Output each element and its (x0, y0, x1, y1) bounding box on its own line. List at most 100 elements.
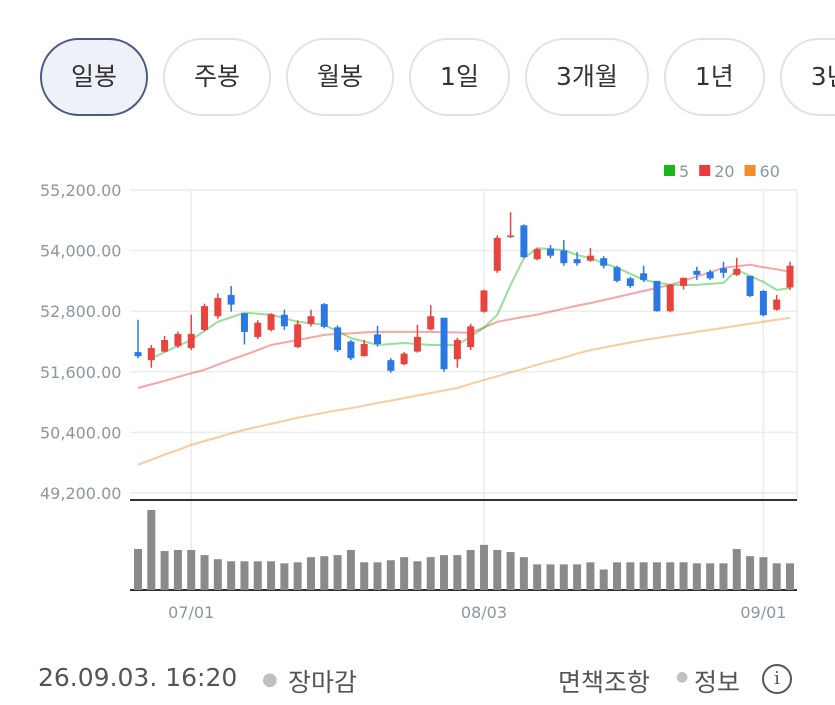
candle-body (254, 322, 262, 337)
candle-body (174, 333, 182, 347)
volume-bar (466, 550, 475, 590)
volume-bar (253, 561, 262, 590)
candle-body (413, 336, 421, 352)
candle-body (374, 334, 382, 345)
x-tick-label: 08/03 (461, 603, 507, 622)
candle-body (586, 255, 594, 261)
volume-bar (134, 548, 142, 590)
disclaimer-link[interactable]: 면책조항 (558, 668, 651, 697)
volume-bar (559, 564, 568, 590)
legend-label: 60 (760, 162, 780, 181)
volume-bar (679, 562, 688, 590)
volume-bar (386, 560, 395, 590)
legend-label: 20 (714, 162, 734, 181)
info-icon[interactable]: i (762, 664, 792, 694)
moving-average-line (137, 263, 791, 389)
candle-body (786, 265, 794, 288)
volume-bar (280, 563, 289, 590)
candle-body (613, 267, 621, 281)
y-tick-label: 54,000.00 (40, 242, 121, 261)
candle-body (467, 326, 475, 348)
candle-body (666, 284, 674, 312)
period-tab[interactable]: 1년 (663, 38, 765, 116)
volume-bar (333, 555, 342, 590)
period-tab[interactable]: 1일 (409, 38, 510, 116)
volume-bar (187, 550, 196, 590)
candle-body (227, 295, 235, 305)
legend: 5 20 60 (664, 162, 780, 181)
timestamp: 26.09.03. 16:20 (38, 663, 238, 692)
candle-body (240, 313, 248, 332)
volume-bar (746, 556, 755, 590)
candle-body (733, 268, 741, 275)
period-tab[interactable]: 월봉 (286, 38, 395, 116)
volume-bar (306, 557, 315, 590)
chart: 49,200.00 50,400.00 51,600.00 52,800.00 54,0… (40, 162, 798, 622)
candle-body (600, 258, 608, 266)
volume-bar (453, 555, 462, 590)
volume-bar (479, 544, 488, 590)
candle-body (280, 314, 288, 327)
candle-body (759, 291, 767, 316)
y-tick-label: 55,200.00 (40, 181, 121, 200)
candle-body (493, 237, 501, 271)
volume-bar (346, 550, 355, 590)
y-tick-label: 51,600.00 (40, 363, 121, 382)
candle-body (334, 327, 342, 351)
volume-bar (147, 510, 156, 590)
volume-bar (200, 555, 209, 590)
candle-body (453, 339, 461, 360)
candle-body (147, 348, 155, 361)
volume-bar (160, 551, 169, 590)
volume-bar (173, 550, 182, 590)
period-tab[interactable]: 일봉 (40, 38, 149, 116)
volume-bar (213, 559, 222, 590)
candle-body (347, 341, 355, 359)
volume-bar (320, 556, 329, 590)
volume-bar (227, 561, 236, 590)
candle-body (533, 249, 541, 260)
candle-body (773, 299, 781, 310)
candle-body (161, 339, 169, 352)
volume-bar (413, 561, 422, 590)
volume-bar (493, 550, 502, 590)
period-tab[interactable]: 주봉 (163, 38, 272, 116)
candle-body (294, 324, 302, 348)
volume-bar (706, 563, 715, 590)
candle-body (187, 333, 195, 349)
volume-bar (692, 563, 701, 590)
candle-body (573, 259, 581, 264)
volume-bar (786, 563, 794, 590)
legend-swatch (664, 165, 675, 176)
candle-body (520, 225, 528, 258)
volume-bar (240, 561, 249, 590)
period-tab[interactable]: 3개월 (524, 38, 649, 116)
info-link[interactable]: 정보 (694, 668, 741, 697)
candle-body (653, 280, 661, 312)
volume-bar (626, 562, 635, 590)
candle-body (706, 271, 714, 279)
footer: 26.09.03. 16:20 ● 장마감 면책조항 ● 정보 i (0, 655, 835, 705)
period-tab[interactable]: 3년 (779, 38, 835, 116)
volume-bar (599, 569, 608, 590)
volume-bar (772, 563, 781, 590)
volume-bar (293, 562, 302, 590)
candle-body (440, 317, 448, 370)
candle-body (360, 344, 368, 357)
volume-bar (719, 563, 728, 590)
legend-swatch (699, 165, 711, 176)
market-status: 장마감 (288, 668, 358, 697)
volume-bar (732, 548, 741, 590)
candle-body (214, 298, 222, 317)
legend-label: 5 (679, 162, 689, 181)
candle-body (507, 235, 515, 237)
candle-body (546, 248, 554, 256)
volume-bar (613, 562, 622, 590)
candle-body (680, 277, 688, 286)
volume-bar (666, 562, 675, 590)
candle-body (626, 278, 634, 286)
volume-bar (373, 562, 382, 590)
candle-body (719, 268, 727, 273)
y-tick-label: 52,800.00 (40, 302, 121, 321)
